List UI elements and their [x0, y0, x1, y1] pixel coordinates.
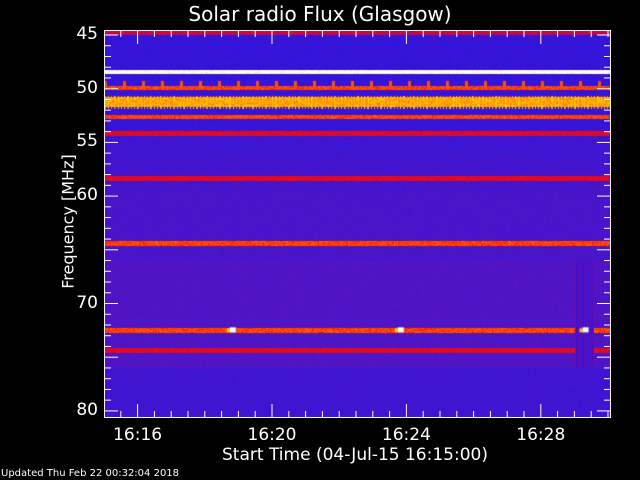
y-tick-label: 70 — [76, 292, 98, 313]
y-tick-label: 45 — [76, 24, 98, 44]
y-tick-label: 50 — [76, 77, 98, 98]
x-tick-label: 16:28 — [516, 425, 566, 445]
plot-frame — [104, 30, 611, 418]
y-tick-label: 80 — [76, 399, 98, 420]
y-tick-label: 55 — [76, 131, 98, 152]
y-tick-label: 60 — [76, 185, 98, 206]
spectrogram-heatmap — [104, 30, 611, 418]
x-tick-label: 16:24 — [381, 425, 431, 445]
y-axis-title: Frequency [MHz] — [58, 154, 78, 289]
x-tick-label: 16:20 — [247, 425, 297, 445]
x-axis-title: Start Time (04-Jul-15 16:15:00) — [222, 445, 488, 465]
spectrogram-plot — [104, 30, 611, 418]
chart-title: Solar radio Flux (Glasgow) — [188, 2, 452, 26]
updated-timestamp: Updated Thu Feb 22 00:32:04 2018 — [1, 468, 180, 479]
x-tick-label: 16:16 — [113, 425, 163, 445]
plot-axes — [104, 30, 611, 418]
